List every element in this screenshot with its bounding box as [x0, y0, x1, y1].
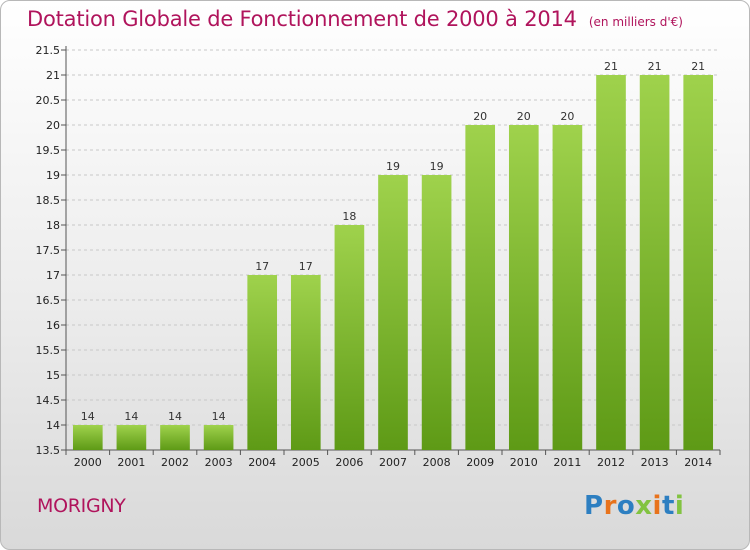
value-label: 20: [517, 110, 531, 123]
x-tick-label: 2009: [466, 456, 494, 469]
y-tick-label: 16.5: [36, 294, 61, 307]
bar: [247, 275, 278, 450]
logo-letter: P: [584, 491, 604, 521]
value-label: 14: [168, 410, 182, 423]
bar: [639, 75, 670, 450]
bar: [378, 175, 408, 450]
value-label: 21: [604, 60, 618, 73]
value-label: 17: [255, 260, 269, 273]
x-tick-labels: 2000 2001 2002 2003 2004 2005 2006 2007 2008 2009…: [65, 450, 721, 469]
value-label: 21: [691, 60, 705, 73]
chart-unit: (en milliers d'€): [588, 15, 683, 29]
x-tick-label: 2013: [641, 456, 669, 469]
y-tick-label: 20: [46, 119, 60, 132]
city-name: MORIGNY: [37, 495, 126, 517]
y-tick-label: 13.5: [36, 444, 61, 457]
y-tick-label: 21: [46, 69, 60, 82]
x-tick-label: 2004: [248, 456, 276, 469]
y-tick-label: 15: [46, 369, 60, 382]
value-label: 14: [81, 410, 95, 423]
y-tick-label: 19.5: [36, 144, 61, 157]
bar: [421, 175, 452, 450]
x-tick-label: 2011: [553, 456, 581, 469]
y-tick-label: 18: [46, 219, 60, 232]
logo-letter: i: [674, 491, 685, 521]
value-label: 21: [648, 60, 662, 73]
logo-letter: o: [616, 491, 636, 521]
x-tick-label: 2005: [292, 456, 320, 469]
logo-letter: i: [652, 491, 662, 521]
x-tick-label: 2001: [117, 456, 145, 469]
logo-letter: t: [661, 491, 675, 521]
x-tick-label: 2014: [684, 456, 712, 469]
x-tick-label: 2008: [423, 456, 451, 469]
y-tick-label: 14: [46, 419, 60, 432]
value-label: 18: [342, 210, 356, 223]
bar: [552, 125, 583, 450]
bar: [116, 425, 147, 450]
bar: [683, 75, 714, 450]
y-tick-labels: 13.5 14 14.5 15 15.5 16 16.5 17 17.5 18 18.5 19 19.5…: [36, 44, 61, 457]
x-tick-label: 2007: [379, 456, 407, 469]
value-label: 19: [386, 160, 400, 173]
chart-title-block: Dotation Globale de Fonctionnement de 20…: [27, 7, 683, 31]
y-tick-label: 14.5: [36, 394, 61, 407]
logo-letter: x: [635, 491, 653, 521]
x-tick-label: 2000: [74, 456, 102, 469]
y-tick-label: 15.5: [36, 344, 61, 357]
bar: [290, 275, 321, 450]
x-tick-label: 2012: [597, 456, 625, 469]
logo-letter: r: [603, 491, 617, 521]
y-tick-label: 21.5: [36, 44, 61, 57]
bar: [508, 125, 539, 450]
y-tick-label: 19: [46, 169, 60, 182]
bar: [72, 425, 103, 450]
y-tick-label: 16: [46, 319, 60, 332]
bar: [160, 425, 190, 450]
y-tick-label: 17.5: [36, 244, 61, 257]
x-tick-label: 2010: [510, 456, 538, 469]
bar: [465, 125, 496, 450]
value-labels: 14 14 14 14 17 17 18 19 19 20 20 20 21 21 21: [81, 60, 705, 423]
bar: [334, 225, 365, 450]
value-label: 19: [430, 160, 444, 173]
y-tick-label: 18.5: [36, 194, 61, 207]
proxiti-logo: Proxiti: [584, 491, 684, 521]
y-tick-label: 17: [46, 269, 60, 282]
value-label: 17: [299, 260, 313, 273]
x-tick-label: 2003: [205, 456, 233, 469]
bar: [203, 425, 234, 450]
value-label: 14: [124, 410, 138, 423]
value-label: 20: [560, 110, 574, 123]
bars: [72, 75, 714, 450]
x-tick-label: 2002: [161, 456, 189, 469]
y-tick-label: 20.5: [36, 94, 61, 107]
x-tick-label: 2006: [335, 456, 363, 469]
value-label: 14: [212, 410, 226, 423]
chart-title: Dotation Globale de Fonctionnement de 20…: [27, 7, 577, 31]
value-label: 20: [473, 110, 487, 123]
bar: [596, 75, 626, 450]
